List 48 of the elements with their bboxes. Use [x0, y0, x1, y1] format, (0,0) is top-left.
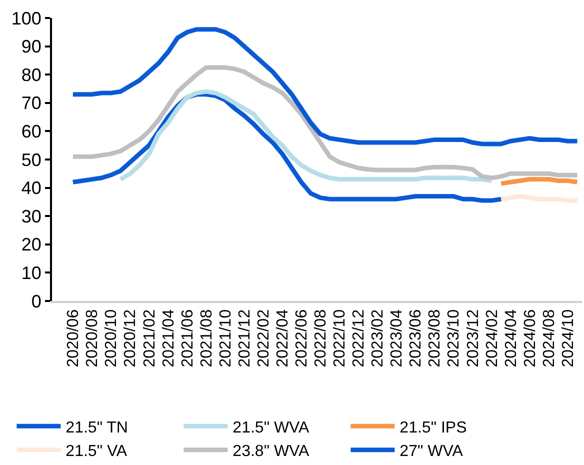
x-tick-label: 2021/12 — [236, 309, 254, 368]
x-tick-label: 2023/04 — [388, 309, 406, 368]
x-tick-label: 2023/06 — [408, 309, 425, 368]
y-tick-label: 0 — [31, 291, 42, 312]
legend-label: 21.5" VA — [66, 443, 128, 460]
x-tick-label: 2022/04 — [274, 309, 292, 368]
line-series — [70, 65, 580, 180]
x-tick-label: 2021/10 — [217, 309, 234, 368]
x-tick-label: 2022/08 — [312, 309, 330, 368]
y-tick-label: 20 — [21, 234, 42, 255]
y-tick-label: 30 — [21, 206, 42, 226]
line-series — [118, 89, 494, 183]
x-tick-label: 2023/10 — [446, 309, 463, 368]
x-tick-label: 2024/02 — [484, 309, 501, 368]
x-tick-label: 2020/06 — [65, 309, 82, 368]
x-tick-label: 2024/04 — [502, 309, 520, 368]
y-tick-label: 40 — [21, 178, 42, 198]
x-tick-label: 2022/12 — [350, 309, 368, 368]
x-tick-label: 2020/10 — [103, 309, 120, 368]
x-tick-label: 2020/08 — [84, 309, 102, 368]
x-tick-label: 2021/08 — [198, 309, 216, 368]
y-tick-label: 100 — [11, 8, 42, 28]
x-tick-label: 2022/06 — [294, 309, 310, 368]
x-tick-label: 2022/10 — [332, 309, 349, 368]
y-tick-label: 70 — [21, 93, 42, 114]
legend-label: 23.8" WVA — [232, 443, 310, 460]
x-tick-label: 2023/02 — [370, 309, 387, 368]
legend-label: 21.5" WVA — [232, 419, 310, 436]
x-tick-label: 2021/02 — [141, 309, 158, 368]
y-tick-label: 10 — [21, 263, 42, 283]
legend-label: 27" WVA — [400, 443, 464, 460]
x-tick-label: 2023/08 — [426, 309, 444, 368]
line-series — [70, 27, 580, 146]
legend-label: 21.5" TN — [66, 419, 128, 436]
y-tick-label: 50 — [21, 150, 42, 170]
y-tick-label: 60 — [21, 122, 42, 142]
line-series — [70, 92, 504, 203]
x-tick-label: 2022/02 — [255, 309, 272, 368]
legend-label: 21.5" IPS — [400, 419, 467, 436]
x-tick-label: 2024/06 — [522, 309, 539, 368]
y-tick-label: 90 — [21, 36, 42, 57]
x-tick-label: 2023/12 — [464, 309, 482, 368]
x-tick-label: 2024/08 — [540, 309, 558, 368]
x-tick-label: 2021/06 — [179, 309, 196, 368]
x-tick-label: 2024/10 — [560, 309, 577, 368]
y-tick-label: 80 — [21, 64, 42, 85]
x-tick-label: 2021/04 — [160, 309, 178, 368]
x-tick-label: 2020/12 — [122, 309, 140, 368]
